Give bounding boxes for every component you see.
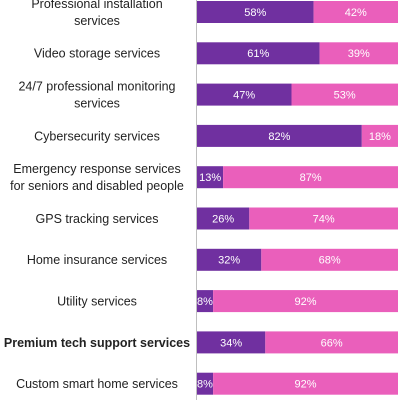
data-label: 87%	[300, 172, 322, 184]
bar-segment-1	[197, 166, 224, 189]
bar-segment-2	[249, 207, 398, 230]
category-label-line: services	[74, 14, 120, 28]
category-label-line: for seniors and disabled people	[10, 179, 184, 193]
category-label-line: Cybersecurity services	[34, 129, 160, 143]
category-label: Cybersecurity services	[34, 129, 160, 143]
bar-segment-2	[213, 290, 398, 313]
bar-segment-1	[197, 372, 214, 395]
bars	[197, 1, 398, 395]
category-label-line: Premium tech support services	[4, 336, 190, 350]
bar-segment-2	[313, 1, 398, 23]
data-label: 26%	[212, 213, 234, 225]
data-label: 58%	[244, 7, 266, 19]
data-label: 82%	[268, 131, 290, 143]
category-label-line: Utility services	[57, 294, 137, 308]
category-label: Emergency response services for seniors a…	[10, 162, 184, 193]
data-label: 8%	[197, 296, 213, 308]
bar-segment-1	[197, 331, 266, 354]
category-label: Professional installation services	[31, 0, 162, 28]
data-label: 47%	[233, 89, 255, 101]
data-label: 39%	[348, 48, 370, 60]
category-label-line: Professional installation	[31, 0, 162, 11]
data-label: 68%	[319, 255, 341, 267]
data-label: 42%	[345, 7, 367, 19]
category-label: Home insurance services	[27, 253, 167, 267]
category-label: GPS tracking services	[36, 212, 159, 226]
category-label: Premium tech support services	[4, 336, 190, 350]
category-label-line: Home insurance services	[27, 253, 167, 267]
bar-segment-1	[197, 1, 314, 23]
category-label: Custom smart home services	[16, 377, 178, 391]
bar-segment-2	[291, 83, 398, 106]
category-labels: Professional installation services Video s…	[4, 0, 190, 391]
bar-segment-1	[197, 83, 292, 106]
category-label-line: 24/7 professional monitoring	[18, 79, 175, 93]
bar-segment-2	[261, 248, 398, 271]
bar-segment-1	[197, 207, 250, 230]
data-label: 92%	[294, 379, 316, 391]
bar-segment-2	[265, 331, 398, 354]
bar-segment-2	[223, 166, 398, 189]
bar-segment-2	[361, 124, 398, 147]
data-label: 61%	[247, 48, 269, 60]
bar-segment-1	[197, 248, 262, 271]
data-label: 34%	[220, 337, 242, 349]
category-label: 24/7 professional monitoring services	[18, 79, 175, 110]
category-label-line: Emergency response services	[13, 162, 180, 176]
category-label: Video storage services	[34, 47, 160, 61]
data-label: 74%	[313, 213, 335, 225]
data-label: 53%	[334, 89, 356, 101]
data-label: 13%	[199, 172, 221, 184]
bar-segment-1	[197, 124, 362, 147]
category-label-line: services	[74, 96, 120, 110]
bar-segment-1	[197, 290, 214, 313]
bar-segment-2	[319, 42, 398, 65]
bar-segment-2	[213, 372, 398, 395]
category-label-line: Custom smart home services	[16, 377, 178, 391]
data-label: 32%	[218, 255, 240, 267]
data-label: 8%	[197, 379, 213, 391]
data-label: 66%	[321, 337, 343, 349]
category-label: Utility services	[57, 294, 137, 308]
category-label-line: Video storage services	[34, 47, 160, 61]
data-labels: 58% 42% 61% 39% 47% 53% 82% 18% 13% 87% 26% 74% 32% 6…	[197, 7, 391, 391]
data-label: 92%	[294, 296, 316, 308]
category-label-line: GPS tracking services	[36, 212, 159, 226]
bar-segment-1	[197, 42, 320, 65]
data-label: 18%	[369, 131, 391, 143]
